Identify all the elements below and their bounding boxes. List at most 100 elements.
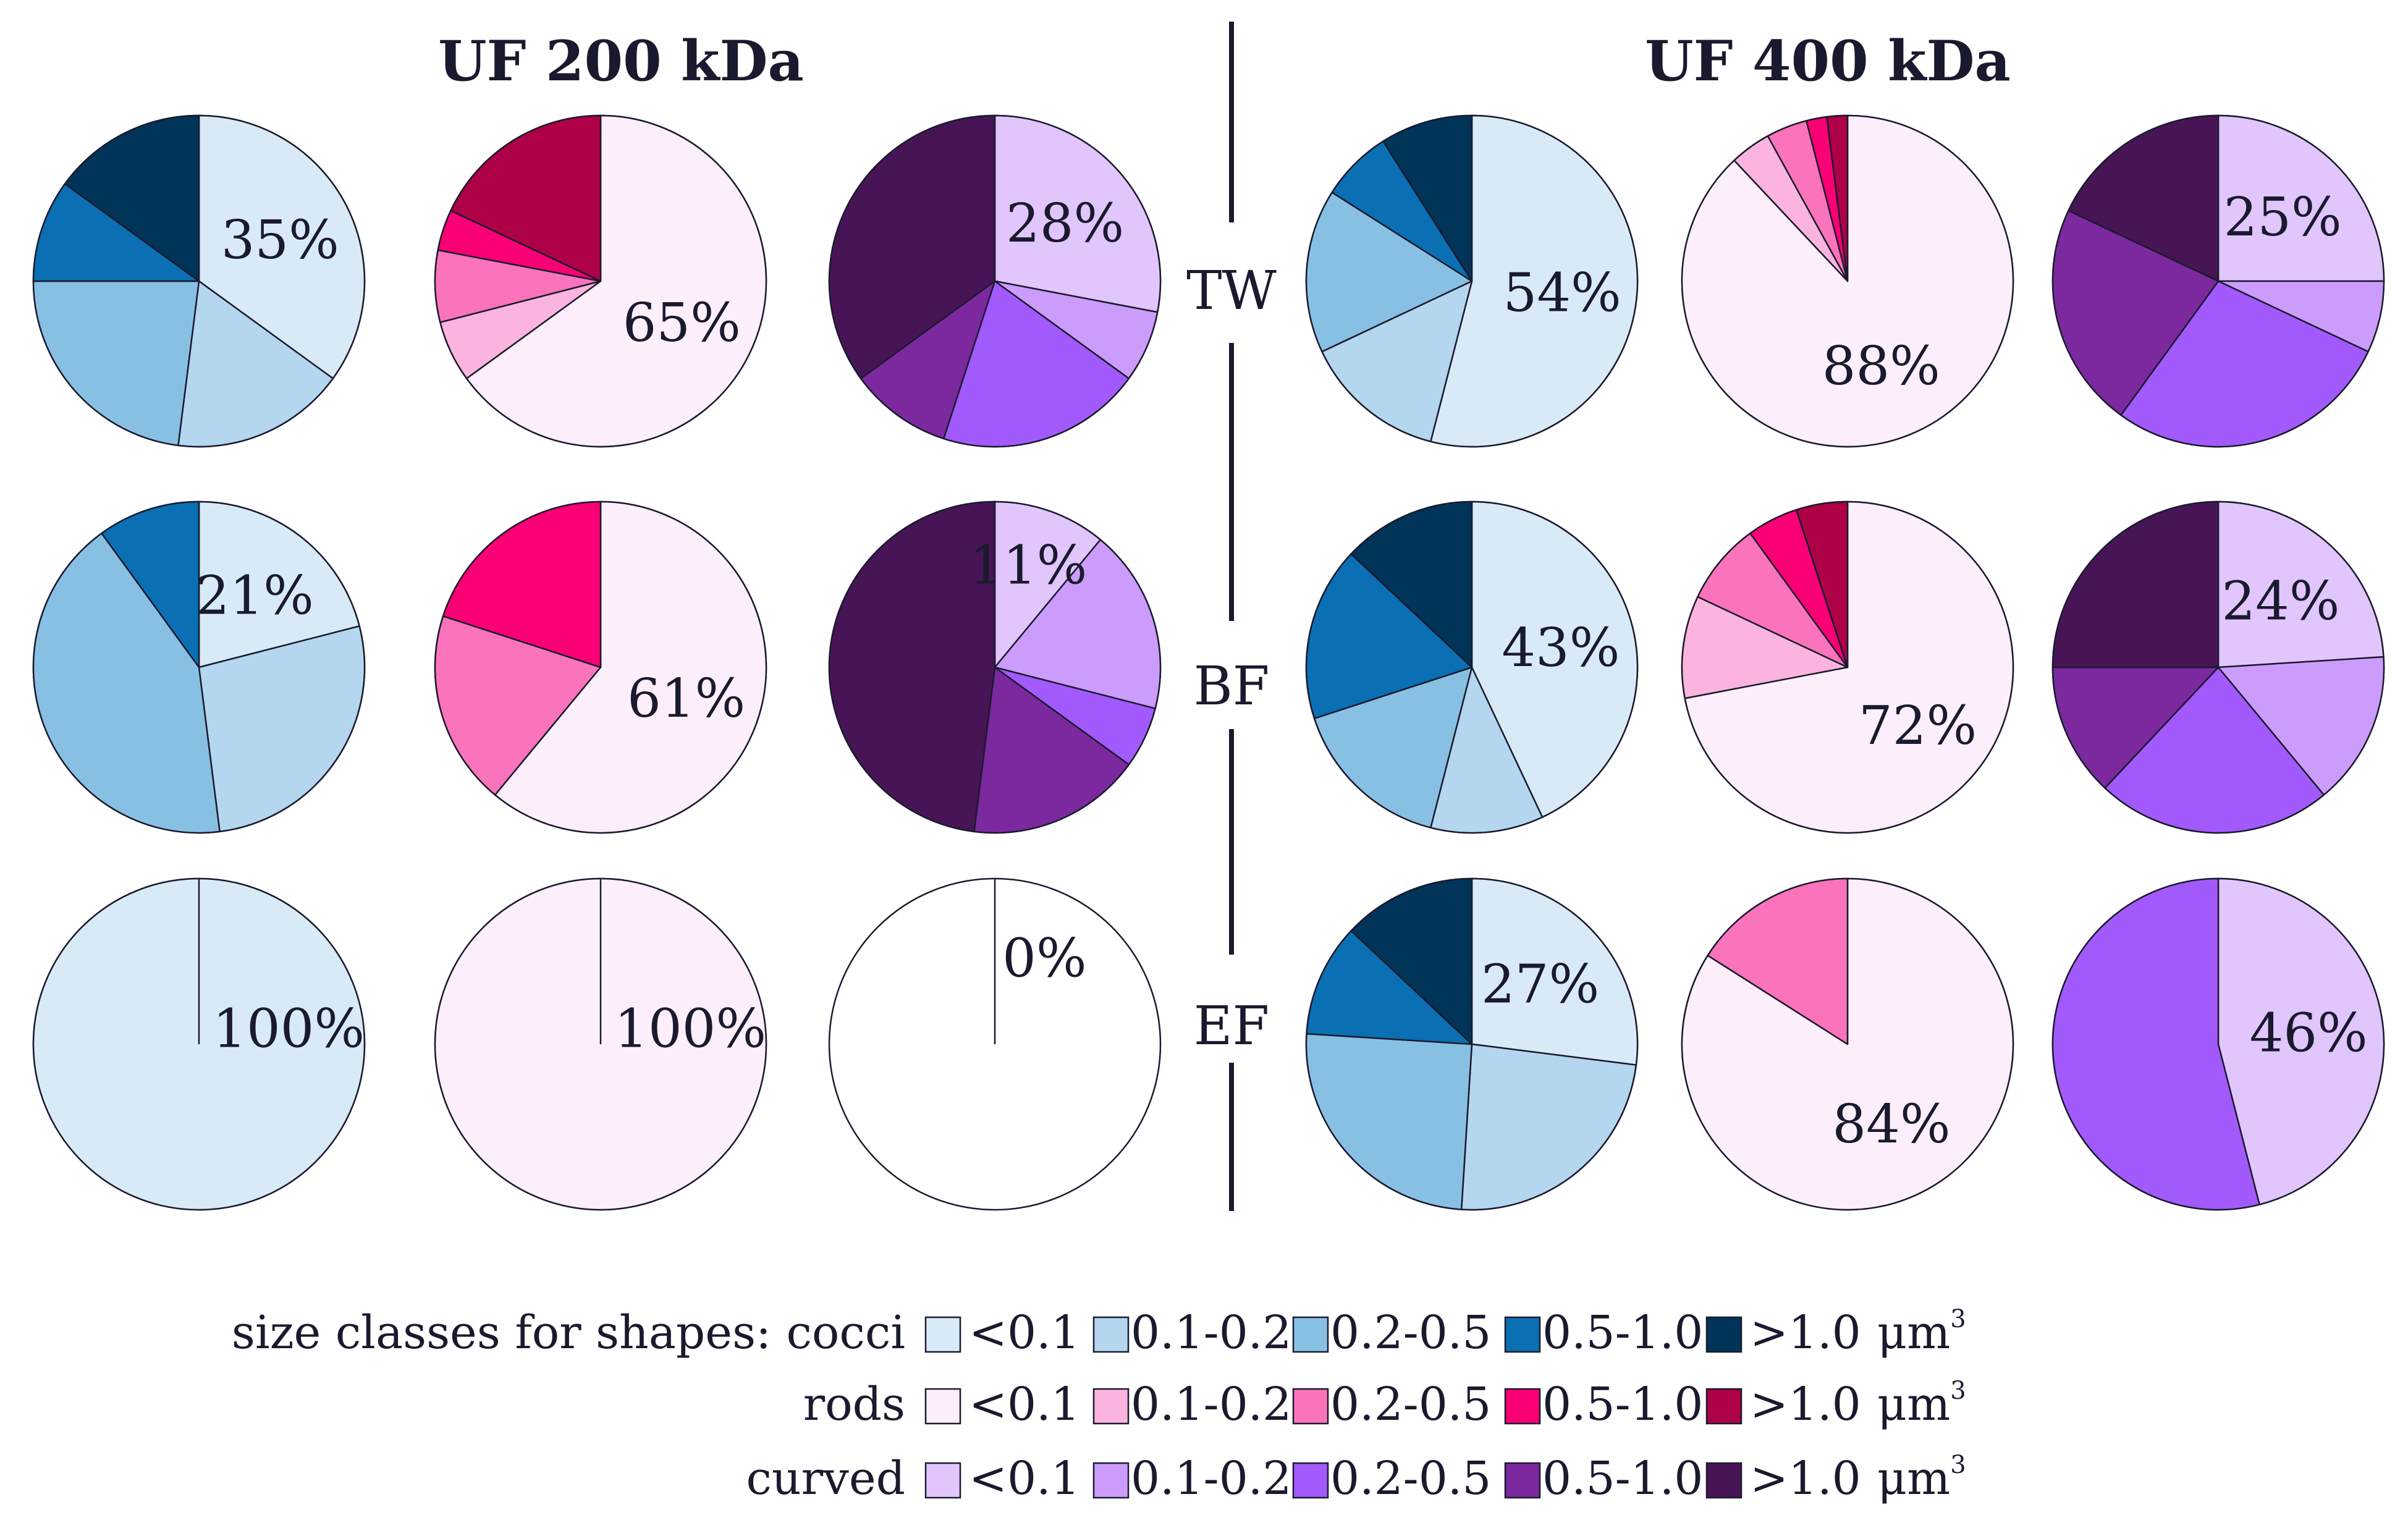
- pie-slice: [2217, 280, 2385, 353]
- title-uf400: UF 400 kDa: [1645, 28, 2011, 94]
- row-label-tw: TW: [1186, 260, 1277, 322]
- pie-slice: [2217, 877, 2385, 1205]
- pie-slice: [442, 500, 602, 669]
- pie-percent-label: 61%: [627, 668, 745, 730]
- pie-uf400-bf-rods: 72%: [1681, 500, 2014, 834]
- pie-slice: [1382, 114, 1473, 282]
- legend-swatch: [1705, 1462, 1743, 1499]
- title-uf200: UF 200 kDa: [438, 28, 804, 94]
- pie-percent-label: 28%: [1006, 193, 1124, 255]
- legend-class-label: >1.0: [1750, 1378, 1861, 1431]
- pie-slice: [1313, 666, 1473, 829]
- pie-slice: [434, 249, 602, 323]
- pie-uf400-ef-cocci: 27%: [1305, 877, 1639, 1211]
- legend-row-curved: curved: [746, 1452, 905, 1505]
- legend: size classes for shapes: cocci rods curv…: [232, 1305, 1966, 1505]
- pie-uf200-ef-rods: 100%: [434, 877, 767, 1211]
- pie-slice: [2051, 500, 2220, 669]
- pie-slice: [1826, 114, 1849, 282]
- pie-uf400-bf-curved: 24%: [2051, 500, 2385, 834]
- legend-unit-exp: 3: [1950, 1377, 1966, 1405]
- legend-class-label: 0.1-0.2: [1131, 1306, 1291, 1359]
- legend-class-label: >1.0: [1750, 1306, 1861, 1359]
- pie-uf400-tw-cocci: 54%: [1305, 114, 1639, 448]
- pie-slice: [64, 114, 200, 282]
- legend-class-label: >1.0: [1750, 1452, 1861, 1505]
- pie-uf400-bf-cocci: 43%: [1305, 500, 1639, 834]
- pie-slice: [32, 280, 200, 447]
- pie-slice: [1305, 1032, 1473, 1210]
- pie-slice: [465, 114, 767, 448]
- pie-slice: [860, 280, 996, 440]
- legend-swatch: [924, 1462, 961, 1499]
- legend-class-label: <0.1: [969, 1452, 1080, 1505]
- pie-slice: [1430, 114, 1639, 448]
- legend-class-label: <0.1: [969, 1306, 1080, 1359]
- legend-class-label: 0.5-1.0: [1542, 1378, 1703, 1431]
- pie-uf400-ef-rods: 84%: [1681, 877, 2014, 1211]
- pie-slice: [1707, 877, 1849, 1045]
- row-label-bf: BF: [1194, 656, 1270, 717]
- legend-class-label: 0.2-0.5: [1330, 1452, 1491, 1505]
- legend-swatch: [1504, 1462, 1541, 1499]
- pie-slice: [994, 539, 1162, 709]
- pie-slice: [1460, 1043, 1637, 1211]
- pie-slice: [1305, 192, 1473, 353]
- legend-unit: μm3: [1877, 1305, 1966, 1359]
- legend-class-label: 0.5-1.0: [1542, 1452, 1703, 1505]
- pie-slice: [1321, 280, 1473, 442]
- pie-slice: [1430, 666, 1544, 834]
- pie-percent-label: 0%: [1002, 928, 1086, 990]
- legend-title: size classes for shapes:: [232, 1306, 771, 1359]
- pie-uf400-tw-curved: 25%: [2051, 114, 2385, 448]
- pie-percent-label: 24%: [2221, 571, 2339, 633]
- legend-unit: μm3: [1877, 1377, 1966, 1431]
- legend-swatch: [1504, 1316, 1541, 1353]
- pie-slice: [1305, 553, 1473, 720]
- legend-swatch: [1292, 1462, 1329, 1499]
- legend-row-cocci: cocci: [786, 1306, 905, 1359]
- pie-percent-label: 100%: [614, 998, 766, 1060]
- legend-swatch: [1705, 1388, 1743, 1425]
- pie-slice: [198, 625, 366, 833]
- pie-slice: [1795, 500, 1849, 669]
- legend-swatch: [1092, 1316, 1130, 1353]
- legend-swatch: [1705, 1316, 1743, 1353]
- legend-row-rods: rods: [803, 1378, 905, 1431]
- legend-swatch: [1092, 1388, 1130, 1425]
- pie-slice: [101, 500, 200, 669]
- legend-swatch: [1292, 1388, 1329, 1425]
- legend-unit-base: μm: [1877, 1452, 1950, 1505]
- pie-slice: [1306, 930, 1473, 1045]
- pie-slice: [994, 280, 1159, 379]
- legend-unit-base: μm: [1877, 1378, 1950, 1431]
- pie-percent-label: 27%: [1481, 954, 1599, 1016]
- pie-percent-label: 46%: [2250, 1003, 2368, 1065]
- legend-class-label: <0.1: [969, 1378, 1080, 1431]
- legend-swatch: [924, 1316, 961, 1353]
- pie-slice: [1331, 140, 1473, 282]
- legend-swatch: [1092, 1462, 1130, 1499]
- pie-percent-label: 54%: [1503, 263, 1621, 324]
- legend-unit-exp: 3: [1950, 1305, 1966, 1333]
- pie-slice: [198, 500, 360, 669]
- pie-slice: [1471, 877, 1639, 1066]
- pie-percent-label: 84%: [1832, 1094, 1950, 1155]
- pie-percent-label: 72%: [1859, 695, 1977, 757]
- legend-swatch: [924, 1388, 961, 1425]
- pie-slice: [2217, 500, 2385, 669]
- pie-slice: [177, 280, 334, 448]
- pie-slice: [2068, 114, 2220, 282]
- pie-uf200-ef-cocci: 100%: [32, 877, 366, 1211]
- pie-uf200-tw-cocci: 35%: [32, 114, 366, 448]
- pie-slice: [2217, 114, 2385, 282]
- pie-percent-label: 43%: [1502, 617, 1620, 679]
- pie-slice: [32, 532, 221, 834]
- pie-slice: [32, 183, 200, 282]
- legend-unit-exp: 3: [1950, 1451, 1966, 1479]
- pie-slice: [2104, 666, 2325, 834]
- pie-slice: [1684, 500, 2014, 834]
- pie-uf200-tw-curved: 28%: [828, 114, 1162, 448]
- pie-uf200-ef-curved: 0%: [828, 877, 1162, 1211]
